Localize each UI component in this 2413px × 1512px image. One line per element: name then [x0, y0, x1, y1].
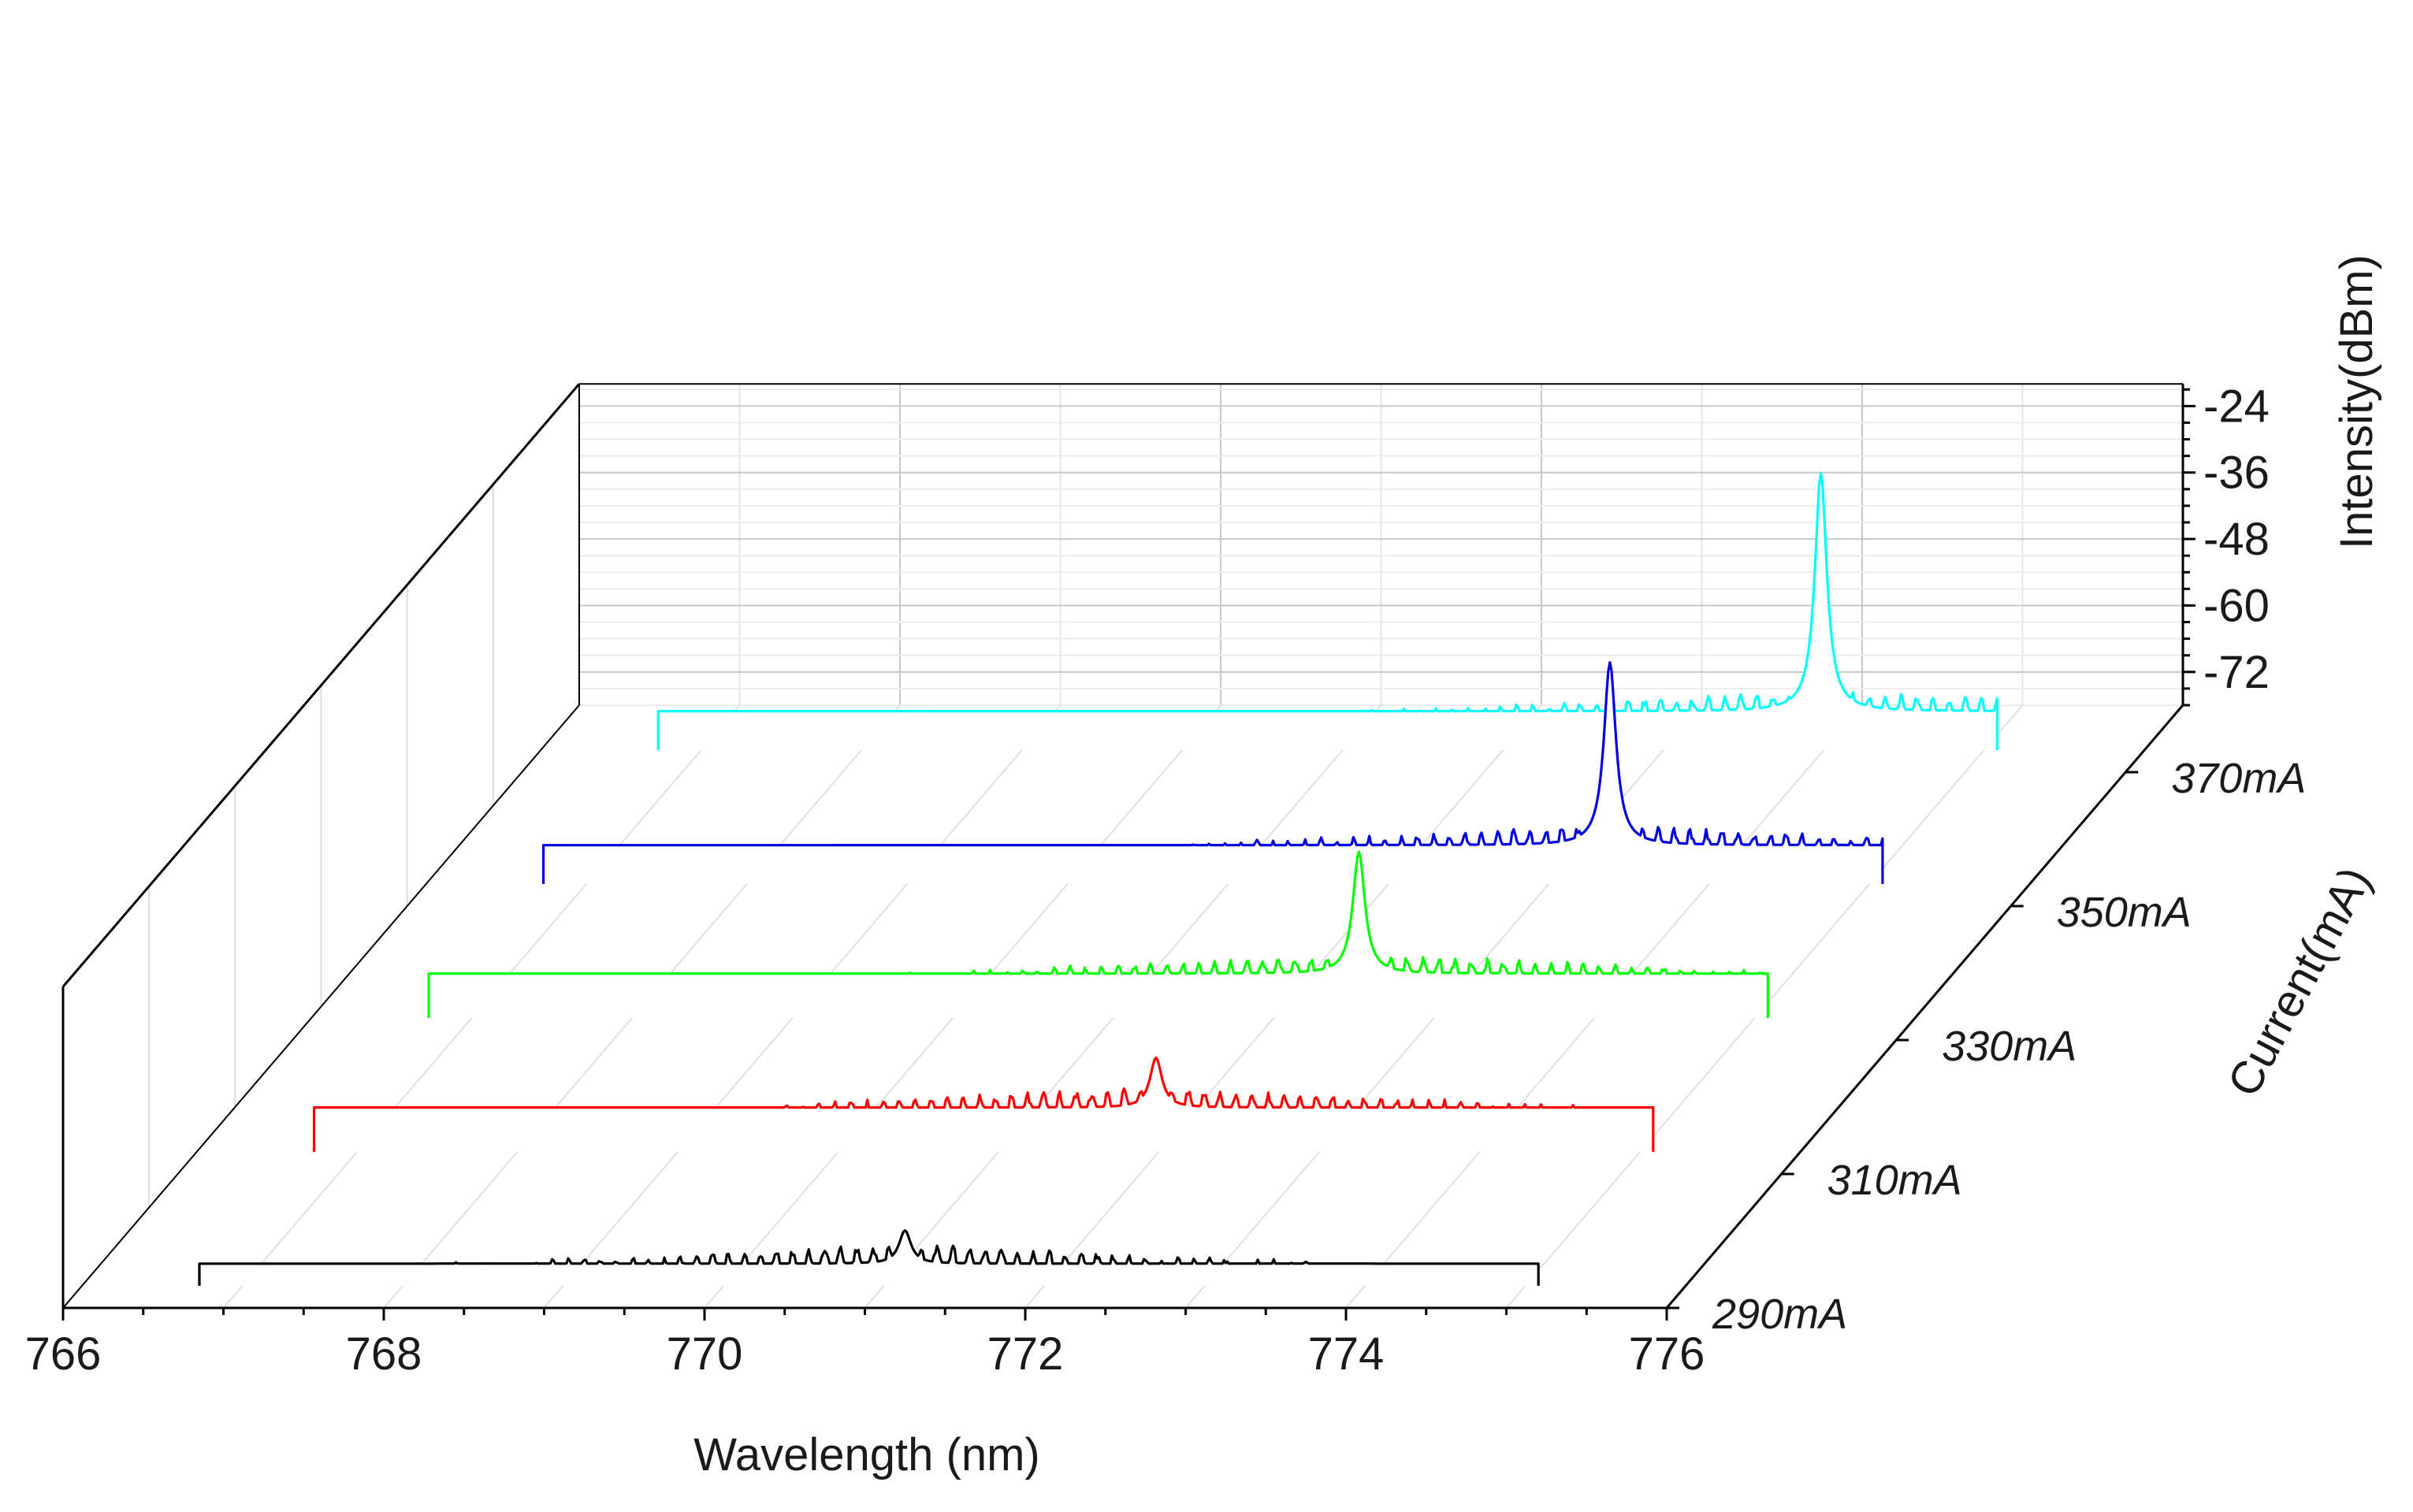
x-tick-label: 768: [346, 1328, 422, 1380]
x-tick-label: 766: [25, 1328, 102, 1380]
x-axis-title: Wavelength (nm): [693, 1429, 1039, 1480]
y-tick-label: -36: [2203, 448, 2270, 499]
z-tick-label: 370mA: [2171, 755, 2306, 802]
z-tick-label: 330mA: [1942, 1023, 2077, 1070]
y-tick-label: -24: [2203, 381, 2270, 432]
z-axis-title: Current(mA): [2218, 859, 2381, 1105]
y-tick-label: -60: [2203, 580, 2270, 631]
y-tick-label: -72: [2203, 647, 2270, 698]
series-fill: [429, 852, 1768, 1018]
z-tick-label: 310mA: [1827, 1157, 1962, 1204]
series-line: [427, 850, 1769, 1018]
x-tick-label: 776: [1629, 1328, 1705, 1380]
z-tick-label: 350mA: [2057, 889, 2192, 936]
series-fill: [543, 662, 1883, 884]
z-axis-line: [1665, 704, 2184, 1309]
top-left-edge: [61, 383, 581, 988]
series-line: [312, 1056, 1655, 1152]
series-fill: [658, 473, 1998, 750]
x-tick-label: 774: [1308, 1328, 1385, 1380]
z-tick-label: 290mA: [1712, 1291, 1847, 1338]
series-fill: [314, 1057, 1653, 1152]
tick-labels-layer: 766 768 770 772 774 776 -24 -36 -48 -60 -72 290mA 31…: [25, 381, 2307, 1380]
y-axis-title: Intensity(dBm): [2331, 254, 2382, 549]
x-tick-label: 772: [987, 1328, 1064, 1380]
series-layer: [198, 471, 1998, 1286]
series-fill: [199, 1230, 1539, 1286]
x-tick-label: 770: [667, 1328, 743, 1380]
left-floor-edge: [62, 704, 580, 1309]
axes-frame: [61, 383, 2195, 1321]
y-tick-label: -48: [2203, 514, 2270, 565]
series-line: [656, 471, 1998, 750]
series-line: [542, 661, 1884, 884]
series-line: [198, 1229, 1540, 1286]
